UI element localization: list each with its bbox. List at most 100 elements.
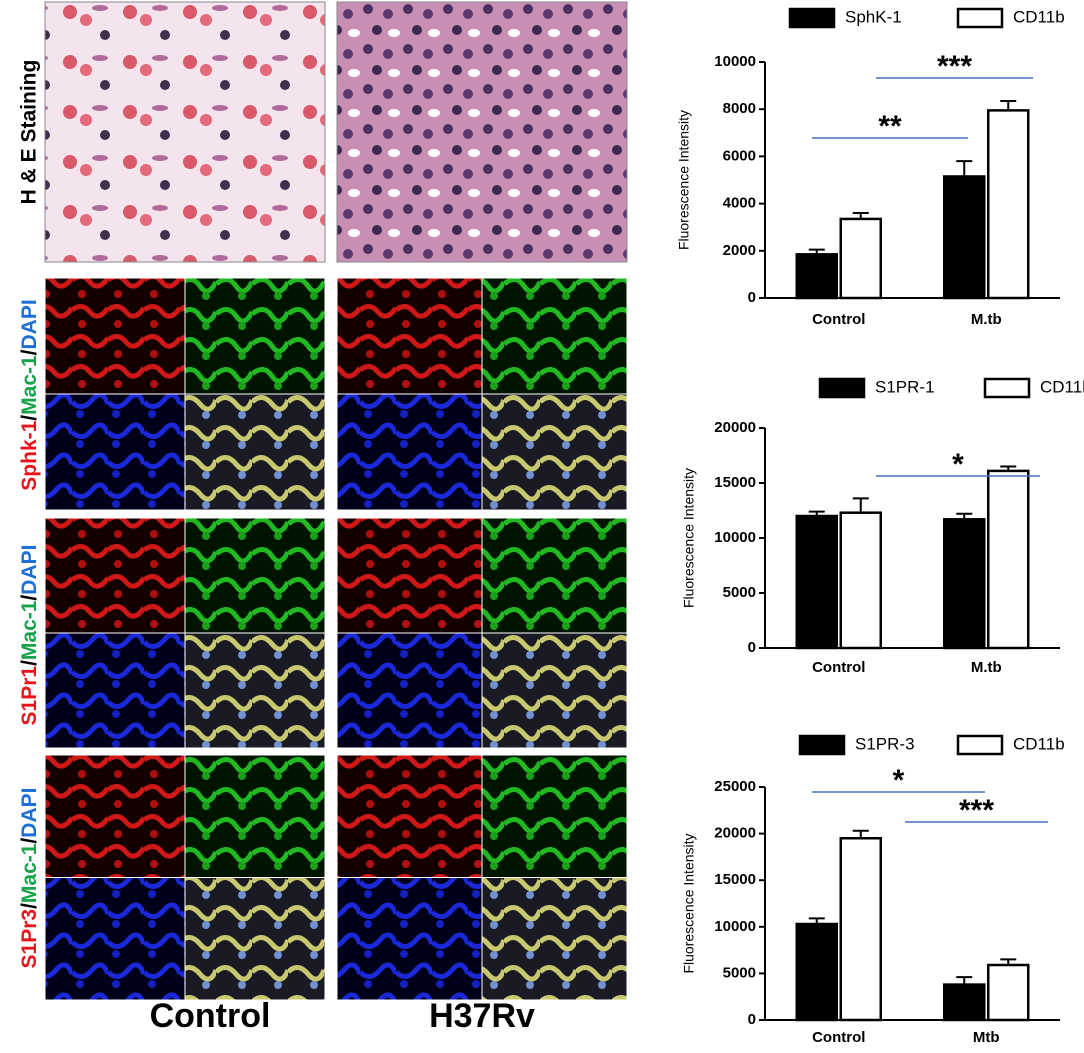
bar xyxy=(987,963,1030,1022)
legend-swatch xyxy=(798,734,846,756)
legend-swatch xyxy=(983,377,1031,399)
he-image xyxy=(44,1,326,263)
fluorescence-images xyxy=(44,277,628,1001)
y-tick-label: 20000 xyxy=(714,825,756,842)
row-label: S1Pr3/Mac-1/DAPI xyxy=(18,788,41,969)
y-tick-label: 5000 xyxy=(723,584,756,601)
fluorescence-panel xyxy=(336,277,483,395)
row-label-part: DAPI xyxy=(18,788,41,838)
y-tick-label: 0 xyxy=(748,1011,756,1028)
x-tick-label: Control xyxy=(812,659,865,676)
bar xyxy=(943,518,986,650)
he-image xyxy=(336,1,628,263)
legend-label: CD11b xyxy=(1040,377,1084,396)
y-tick-label: 25000 xyxy=(714,778,756,795)
fluorescence-panel xyxy=(184,877,326,1001)
fluorescence-panel xyxy=(184,517,326,634)
fluorescence-panel xyxy=(336,393,483,511)
fluorescence-panel xyxy=(336,754,483,878)
bar xyxy=(839,511,882,650)
bar xyxy=(839,837,882,1022)
fluorescence-panel xyxy=(44,877,186,1001)
fluorescence-panel xyxy=(44,754,186,878)
row-label-part: S1Pr1 xyxy=(18,666,41,726)
fluorescence-panel xyxy=(481,393,628,511)
row-label-part: Sphk-1 xyxy=(18,420,41,490)
bar xyxy=(839,217,882,300)
y-tick-label: 2000 xyxy=(723,242,756,259)
fluorescence-panel xyxy=(184,632,326,749)
he-label: H & E Staining xyxy=(18,60,41,205)
y-tick-label: 10000 xyxy=(714,918,756,935)
legend-swatch xyxy=(818,377,866,399)
row-label-part: / xyxy=(18,415,41,421)
fluorescence-panel xyxy=(481,877,628,1001)
fluorescence-panel xyxy=(481,517,628,634)
row-label: Sphk-1/Mac-1/DAPI xyxy=(18,299,41,490)
y-tick-label: 15000 xyxy=(714,871,756,888)
significance-label: * xyxy=(893,764,905,797)
y-tick-label: 10000 xyxy=(714,53,756,70)
legend-swatch xyxy=(956,7,1004,29)
row-label-part: DAPI xyxy=(18,299,41,349)
row-label-part: / xyxy=(18,838,41,844)
y-axis-label: Fluorescence Intensity xyxy=(681,468,697,608)
significance-label: ** xyxy=(878,110,902,143)
x-tick-label: Control xyxy=(812,1029,865,1046)
row-label-part: Mac-1 xyxy=(18,355,41,415)
row-label-part: Mac-1 xyxy=(18,843,41,903)
column-label: Control xyxy=(150,997,271,1035)
y-tick-label: 8000 xyxy=(723,100,756,117)
x-tick-label: M.tb xyxy=(971,311,1002,328)
row-label-part: DAPI xyxy=(18,545,41,595)
y-axis-label: Fluorescence Intensity xyxy=(676,110,692,250)
fluorescence-panel xyxy=(44,277,186,395)
y-tick-label: 15000 xyxy=(714,474,756,491)
fluorescence-panel xyxy=(184,277,326,395)
legend-swatch xyxy=(788,7,836,29)
y-tick-label: 0 xyxy=(748,639,756,656)
row-label-part: / xyxy=(18,660,41,666)
y-tick-label: 4000 xyxy=(723,195,756,212)
significance-label: *** xyxy=(937,50,972,83)
y-tick-label: 10000 xyxy=(714,529,756,546)
legend-label: S1PR-3 xyxy=(855,734,915,753)
legend-label: CD11b xyxy=(1013,7,1065,26)
x-tick-label: Mtb xyxy=(973,1029,1000,1046)
row-label-part: / xyxy=(18,595,41,601)
legend-label: CD11b xyxy=(1013,734,1065,753)
bar xyxy=(795,253,838,300)
significance-label: *** xyxy=(959,794,994,827)
bar xyxy=(987,469,1030,650)
row-label-part: Mac-1 xyxy=(18,600,41,660)
bar xyxy=(795,922,838,1022)
fluorescence-panel xyxy=(336,517,483,634)
fluorescence-panel xyxy=(481,277,628,395)
fluorescence-panel xyxy=(184,393,326,511)
fluorescence-panel xyxy=(44,517,186,634)
row-label: S1Pr1/Mac-1/DAPI xyxy=(18,545,41,726)
x-tick-label: M.tb xyxy=(971,659,1002,676)
y-tick-label: 20000 xyxy=(714,419,756,436)
row-label-part: S1Pr3 xyxy=(18,909,41,969)
column-label: H37Rv xyxy=(429,997,535,1035)
legend-label: SphK-1 xyxy=(845,7,902,26)
legend-label: S1PR-1 xyxy=(875,377,935,396)
y-tick-label: 6000 xyxy=(723,147,756,164)
fluorescence-panel xyxy=(44,393,186,511)
significance-label: * xyxy=(952,448,964,481)
fluorescence-panel xyxy=(336,877,483,1001)
fluorescence-panel xyxy=(481,754,628,878)
bar xyxy=(943,983,986,1022)
y-tick-label: 0 xyxy=(748,289,756,306)
y-tick-label: 5000 xyxy=(723,964,756,981)
legend-swatch xyxy=(956,734,1004,756)
bar xyxy=(795,514,838,650)
bar xyxy=(943,175,986,300)
micrographs xyxy=(44,1,628,263)
row-label-part: / xyxy=(18,903,41,909)
fluorescence-panel xyxy=(336,632,483,749)
y-axis-label: Fluorescence Intensity xyxy=(681,833,697,973)
fluorescence-panel xyxy=(184,754,326,878)
